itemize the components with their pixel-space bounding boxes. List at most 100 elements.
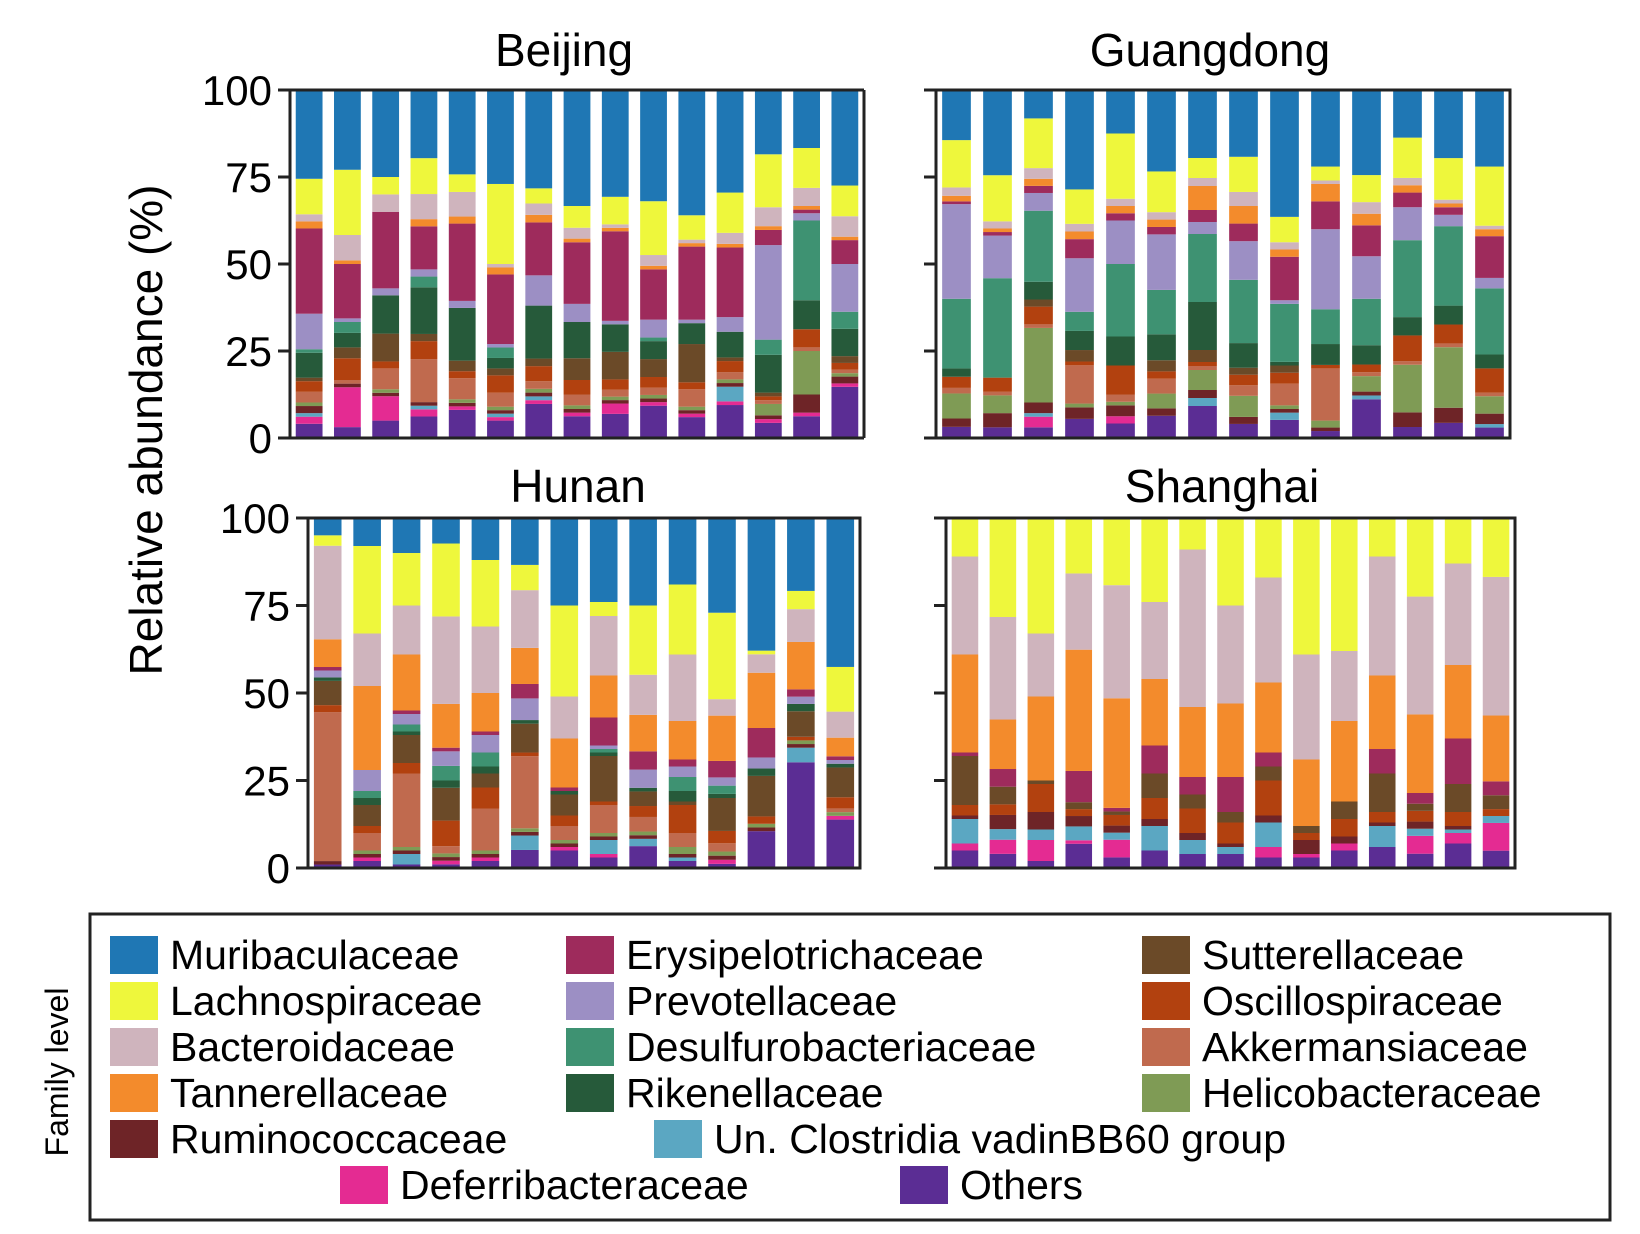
bar-segment-oscillospiraceae [1024, 306, 1053, 325]
bar-segment-ruminococcaceae [1027, 812, 1055, 830]
bar-segment-bacteroidaceae [1475, 225, 1504, 230]
bar-segment-prevotellaceae [295, 313, 323, 350]
bar-segment-prevotellaceae [716, 317, 744, 332]
bar-segment-un-clostridia-vadinbb60-group [589, 840, 618, 854]
bar-segment-prevotellaceae [1434, 214, 1463, 227]
bar-segment-rikenellaceae [754, 354, 782, 393]
bar-segment-deferribacteraceae [678, 413, 706, 418]
bar-segment-erysipelotrichaceae [1106, 213, 1135, 221]
bar-segment-rikenellaceae [1352, 345, 1381, 365]
bar-segment-tannerellaceae [831, 236, 859, 241]
bar-segment-deferribacteraceae [826, 815, 855, 820]
bar-segment-rikenellaceae [1024, 281, 1053, 300]
bar-segment-bacteroidaceae [1147, 212, 1176, 220]
bar-segment-helicobacteraceae [1065, 403, 1094, 408]
bar-segment-erysipelotrichaceae [313, 667, 342, 671]
bar-segment-tannerellaceae [1393, 185, 1422, 193]
bar-segment-tannerellaceae [754, 226, 782, 230]
bar-segment-sutterellaceae [563, 358, 591, 380]
bar-segment-oscillospiraceae [754, 396, 782, 401]
bar-segment-sutterellaceae [334, 347, 361, 359]
bar-segment-ruminococcaceae [295, 406, 323, 414]
bar-segment-ruminococcaceae [563, 409, 591, 413]
bar-segment-ruminococcaceae [1147, 408, 1176, 416]
bar-segment-bacteroidaceae [708, 699, 736, 716]
bar-segment-erysipelotrichaceae [601, 231, 629, 321]
bar-segment-lachnospiraceae [1406, 518, 1434, 597]
legend-label-prevotellaceae: Prevotellaceae [626, 978, 897, 1024]
bar-segment-erysipelotrichaceae [678, 246, 706, 320]
panel-title: Beijing [495, 24, 633, 76]
bar-segment-helicobacteraceae [589, 833, 618, 837]
bar-segment-erysipelotrichaceae [1406, 793, 1434, 804]
bar-segment-bacteroidaceae [511, 590, 539, 648]
bar-segment-rikenellaceae [1434, 305, 1463, 325]
bar-segment-desulfurobacteriaceae [471, 752, 500, 767]
bar-segment-deferribacteraceae [1482, 822, 1510, 851]
bar-segment-sutterellaceae [640, 359, 667, 378]
bar-segment-oscillospiraceae [629, 806, 657, 817]
legend-swatch-others [900, 1166, 948, 1204]
bar-segment-prevotellaceae [708, 777, 736, 786]
bar-segment-oscillospiraceae [1229, 374, 1258, 386]
bar-segment-helicobacteraceae [747, 823, 776, 828]
bar-segment-lachnospiraceae [1065, 518, 1093, 574]
bar-segment-sutterellaceae [629, 791, 657, 807]
bar-segment-rikenellaceae [640, 341, 667, 360]
bar-segment-lachnospiraceae [708, 612, 736, 700]
bar-segment-tannerellaceae [1179, 707, 1206, 777]
bar-segment-sutterellaceae [589, 756, 618, 802]
bar-segment-un-clostridia-vadinbb60-group [1444, 829, 1472, 833]
bar-segment-oscillospiraceae [432, 820, 460, 847]
bar-segment-tannerellaceae [313, 639, 342, 668]
bar-segment-rikenellaceae [392, 731, 421, 735]
bar-segment-lachnospiraceae [563, 206, 591, 228]
bar-segment-ruminococcaceae [1406, 821, 1434, 829]
bar-segment-ruminococcaceae [511, 831, 539, 836]
bar-segment-muribaculaceae [563, 90, 591, 206]
bar-segment-rikenellaceae [942, 368, 971, 377]
bar-segment-ruminococcaceae [989, 814, 1017, 830]
bar-segment-sutterellaceae [487, 368, 514, 376]
panel-title: Hunan [510, 460, 646, 512]
bar-segment-un-clostridia-vadinbb60-group [1179, 840, 1206, 854]
bar-segment-oscillospiraceae [787, 736, 815, 741]
bar-segment-lachnospiraceae [1103, 518, 1130, 586]
bar-segment-others [487, 420, 514, 438]
legend-label-bacteroidaceae: Bacteroidaceae [170, 1024, 455, 1070]
bar-segment-others [392, 864, 421, 868]
bar-segment-oscillospiraceae [831, 362, 859, 370]
bar-segment-sutterellaceae [353, 805, 381, 826]
bar-segment-oscillospiraceae [601, 379, 629, 390]
bar-segment-rikenellaceae [563, 322, 591, 359]
panel-beijing: Beijing 0 25 50 75 100 [202, 24, 866, 462]
bar-segment-lachnospiraceae [511, 564, 539, 591]
bar-segment-bacteroidaceae [1027, 633, 1055, 697]
bar-segment-tannerellaceae [448, 216, 476, 224]
bar-segment-oscillospiraceae [487, 375, 514, 393]
bar-segment-prevotellaceae [678, 319, 706, 324]
bar-segment-ruminococcaceae [471, 854, 500, 858]
bar-segment-sutterellaceae [1331, 801, 1358, 819]
bar-segment-rikenellaceae [353, 798, 381, 805]
bar-segment-ruminococcaceae [1475, 413, 1504, 425]
bar-segment-erysipelotrichaceae [334, 264, 361, 319]
bar-segment-erysipelotrichaceae [1255, 752, 1282, 767]
bar-segment-sutterellaceae [471, 773, 500, 788]
bar-segment-tannerellaceae [392, 654, 421, 711]
bar-segment-oscillospiraceae [372, 361, 400, 369]
bar-segment-akkermansiaceae [1475, 392, 1504, 397]
bar-segment-tannerellaceae [1103, 698, 1130, 808]
bar-segment-erysipelotrichaceae [1368, 749, 1396, 774]
bar-segment-muribaculaceae [525, 90, 553, 189]
bar-segment-desulfurobacteriaceae [1188, 234, 1217, 302]
bar-segment-erysipelotrichaceae [942, 201, 971, 205]
bar-segment-muribaculaceae [708, 518, 736, 613]
bar-segment-lachnospiraceae [410, 158, 438, 195]
legend-title: Family level [39, 988, 75, 1157]
bar-segment-rikenellaceae [550, 791, 579, 795]
bar-segment-helicobacteraceae [1393, 364, 1422, 413]
bar-segment-helicobacteraceae [525, 388, 553, 393]
bar-segment-oscillospiraceae [1141, 798, 1168, 819]
bar-segment-ruminococcaceae [372, 392, 400, 397]
